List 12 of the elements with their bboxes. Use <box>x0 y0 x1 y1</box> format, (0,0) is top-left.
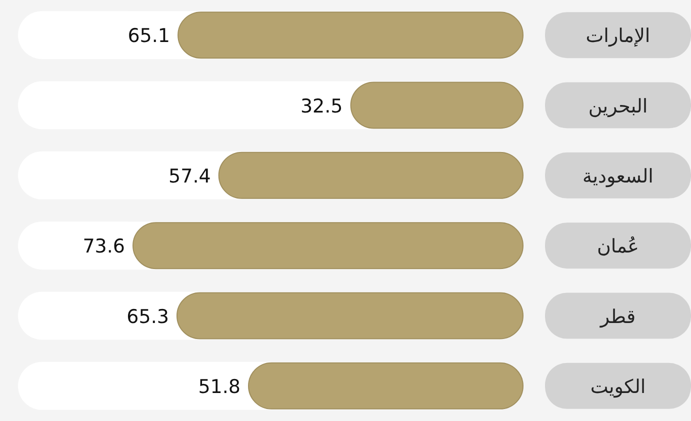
data-label: 73.6 <box>82 236 125 258</box>
y-tick-label: الكويت <box>590 376 646 398</box>
y-tick-label: عُمان <box>596 236 640 258</box>
y-tick-label: قطر <box>599 306 636 328</box>
y-tick-label: الإمارات <box>586 25 650 48</box>
y-tick-label: البحرين <box>588 95 648 118</box>
data-label: 57.4 <box>168 165 211 188</box>
data-label: 51.8 <box>198 376 241 398</box>
data-label: 65.1 <box>128 25 170 48</box>
data-label: 32.5 <box>300 95 343 118</box>
y-tick-label: السعودية <box>582 165 654 188</box>
data-label: 65.3 <box>126 306 169 328</box>
